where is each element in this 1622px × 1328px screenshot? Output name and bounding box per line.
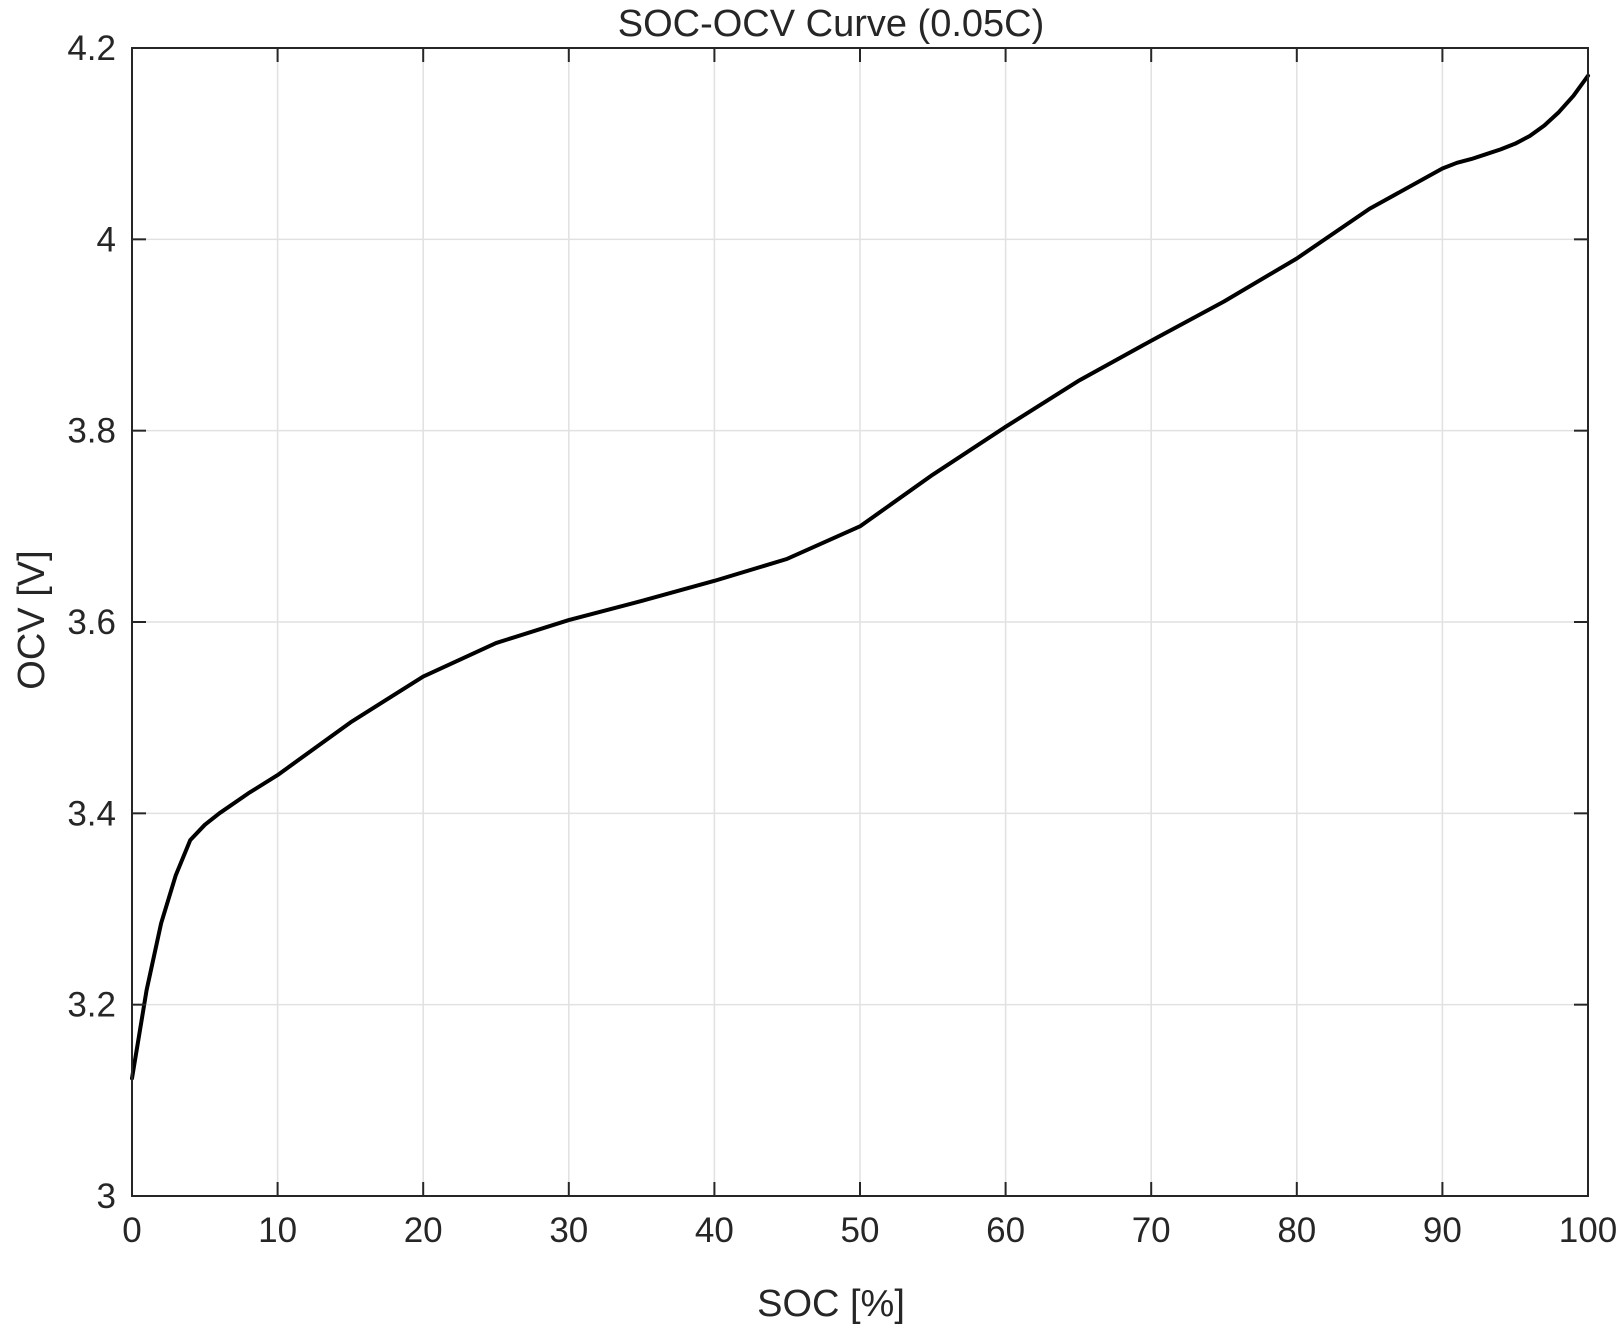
chart-title: SOC-OCV Curve (0.05C)	[618, 3, 1045, 45]
y-tick-label-2: 3.4	[67, 794, 116, 833]
x-tick-label-8: 80	[1277, 1211, 1316, 1250]
x-tick-label-1: 10	[258, 1211, 297, 1250]
y-tick-label-4: 3.8	[67, 412, 116, 451]
y-axis-label: OCV [V]	[11, 550, 53, 689]
y-tick-label-0: 3	[97, 1177, 116, 1216]
y-tick-label-6: 4.2	[67, 29, 116, 68]
x-tick-label-6: 60	[986, 1211, 1025, 1250]
x-axis-label: SOC [%]	[757, 1283, 905, 1325]
x-tick-label-2: 20	[404, 1211, 443, 1250]
x-tick-label-3: 30	[549, 1211, 588, 1250]
x-tick-label-5: 50	[841, 1211, 880, 1250]
x-tick-label-10: 100	[1559, 1211, 1617, 1250]
y-tick-label-1: 3.2	[67, 986, 116, 1025]
y-tick-label-3: 3.6	[67, 603, 116, 642]
x-tick-label-7: 70	[1132, 1211, 1171, 1250]
grid-layer	[132, 48, 1588, 1196]
y-tick-label-5: 4	[97, 220, 116, 259]
x-tick-label-0: 0	[122, 1211, 141, 1250]
series-layer	[130, 73, 1590, 1081]
x-tick-label-4: 40	[695, 1211, 734, 1250]
x-tick-label-9: 90	[1423, 1211, 1462, 1250]
ocv-series-line-0	[130, 73, 1590, 1081]
tick-label-layer: 0 10 20 30 40 50 60 70 80 90 100 3 3.2 3.4 3.6 3.8 4 4.2	[67, 29, 1617, 1250]
tick-layer	[131, 47, 1589, 1197]
